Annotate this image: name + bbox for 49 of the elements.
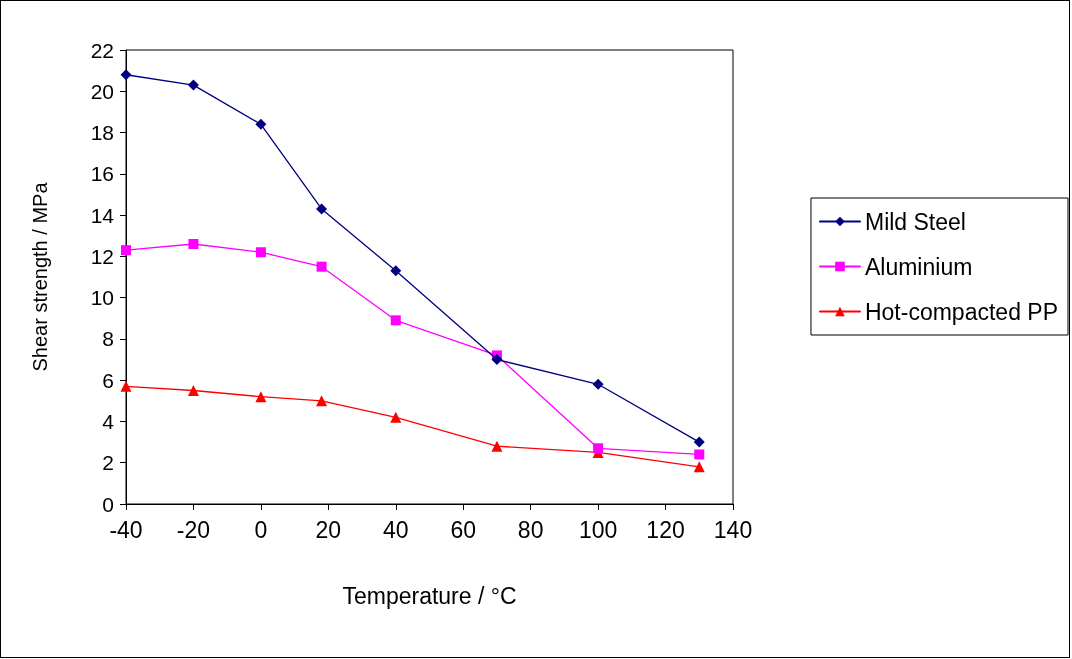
y-tick-label: 16 xyxy=(90,162,114,186)
point xyxy=(255,391,267,403)
x-tick-label: 80 xyxy=(517,516,544,543)
point xyxy=(187,385,199,396)
point xyxy=(693,436,705,448)
y-tick-label: 20 xyxy=(90,79,114,103)
x-tick-label: -40 xyxy=(109,516,143,543)
point xyxy=(316,395,328,407)
legend-label: Mild Steel xyxy=(864,208,966,235)
point xyxy=(694,449,705,460)
x-tick-label: 20 xyxy=(315,516,342,543)
y-tick-label: 2 xyxy=(102,451,114,475)
point xyxy=(120,69,132,81)
point xyxy=(693,461,705,473)
point xyxy=(121,245,131,256)
y-tick-label: 12 xyxy=(90,244,114,268)
point xyxy=(316,203,328,215)
point xyxy=(390,315,401,326)
point xyxy=(390,411,402,423)
legend-label: Aluminium xyxy=(864,253,973,280)
legend-label: Hot-compacted PP xyxy=(864,298,1058,325)
y-tick-label: 4 xyxy=(102,409,115,433)
point xyxy=(390,265,402,277)
x-tick-label: 140 xyxy=(713,516,753,543)
point xyxy=(255,118,267,130)
point xyxy=(491,354,503,366)
y-tick-label: 22 xyxy=(90,38,114,62)
y-tick-label: 14 xyxy=(90,203,115,227)
x-tick-label: -20 xyxy=(176,516,211,543)
point xyxy=(188,238,199,249)
y-tick-label: 6 xyxy=(102,368,114,392)
point xyxy=(255,247,266,258)
y-tick-label: 18 xyxy=(90,121,114,145)
x-tick-label: 120 xyxy=(646,516,685,543)
point xyxy=(120,380,132,392)
y-tick-label: 0 xyxy=(102,492,114,516)
x-tick-label: 40 xyxy=(382,516,409,543)
y-tick-label: 10 xyxy=(90,286,114,310)
y-tick-label: 8 xyxy=(102,327,114,351)
point xyxy=(593,443,604,454)
point xyxy=(592,378,604,390)
point xyxy=(316,261,327,272)
y-axis-title: Shear strength / MPa xyxy=(29,181,51,372)
x-tick-label: 0 xyxy=(254,516,268,543)
point xyxy=(187,79,199,91)
x-tick-label: 60 xyxy=(450,516,477,543)
x-tick-label: 100 xyxy=(578,516,618,543)
x-axis-title: Temperature / °C xyxy=(342,582,517,609)
point xyxy=(491,440,503,452)
